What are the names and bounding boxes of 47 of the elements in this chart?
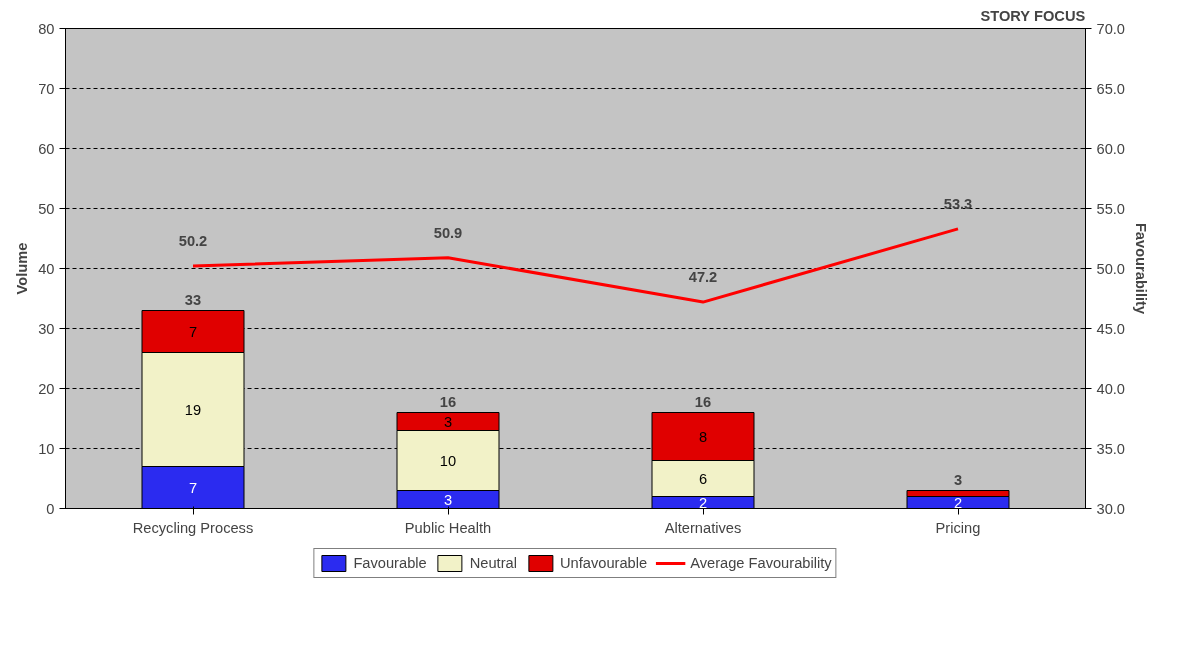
data-label: 2 <box>698 494 708 511</box>
data-label: 50.9 <box>433 224 463 241</box>
x-tick-label: Pricing <box>935 519 981 536</box>
legend-label: Neutral <box>469 555 517 571</box>
y2-tick-label: 45.0 <box>1096 320 1126 337</box>
y-tick-label: 20 <box>38 380 55 397</box>
legend-label: Unfavourable <box>559 555 648 571</box>
data-label: 50.2 <box>178 233 208 250</box>
x-tick-label: Alternatives <box>664 519 742 536</box>
x-tick-label: Recycling Process <box>132 519 254 536</box>
y-tick-label: 60 <box>38 140 55 157</box>
data-label: 8 <box>698 428 708 445</box>
data-label: 7 <box>188 479 198 496</box>
legend-label: Average Favourability <box>690 555 832 571</box>
y-tick-label: 30 <box>38 320 55 337</box>
y2-tick-label: 55.0 <box>1096 200 1126 217</box>
y2-tick-label: 60.0 <box>1096 140 1126 157</box>
y2-axis-title: Favourability <box>1133 222 1150 315</box>
x-tick-label: Public Health <box>404 519 492 536</box>
data-label: 10 <box>439 452 457 469</box>
y-tick-label: 0 <box>46 500 55 517</box>
data-label: 7 <box>188 323 198 340</box>
data-label: 6 <box>698 470 708 487</box>
y2-tick-label: 40.0 <box>1096 380 1126 397</box>
y-tick-label: 80 <box>38 20 55 37</box>
y-tick-label: 70 <box>38 80 55 97</box>
total-label: 3 <box>953 471 963 488</box>
y-tick-label: 10 <box>38 440 55 457</box>
data-label: 2 <box>953 494 963 511</box>
y2-tick-label: 70.0 <box>1096 20 1126 37</box>
chart-title: STORY FOCUS <box>980 7 1086 24</box>
y-axis-title: Volume <box>14 242 31 295</box>
total-label: 33 <box>184 291 202 308</box>
total-label: 16 <box>439 393 457 410</box>
data-label: 47.2 <box>688 269 718 286</box>
y2-tick-label: 50.0 <box>1096 260 1126 277</box>
data-label: 19 <box>184 401 202 418</box>
y-tick-label: 50 <box>38 200 55 217</box>
data-label: 3 <box>443 413 453 430</box>
y2-tick-label: 30.0 <box>1096 500 1126 517</box>
legend-label: Favourable <box>353 555 427 571</box>
data-label: 3 <box>443 491 453 508</box>
y2-tick-label: 35.0 <box>1096 440 1126 457</box>
total-label: 16 <box>694 393 712 410</box>
data-label: 53.3 <box>943 195 973 212</box>
y-tick-label: 40 <box>38 260 55 277</box>
y2-tick-label: 65.0 <box>1096 80 1126 97</box>
